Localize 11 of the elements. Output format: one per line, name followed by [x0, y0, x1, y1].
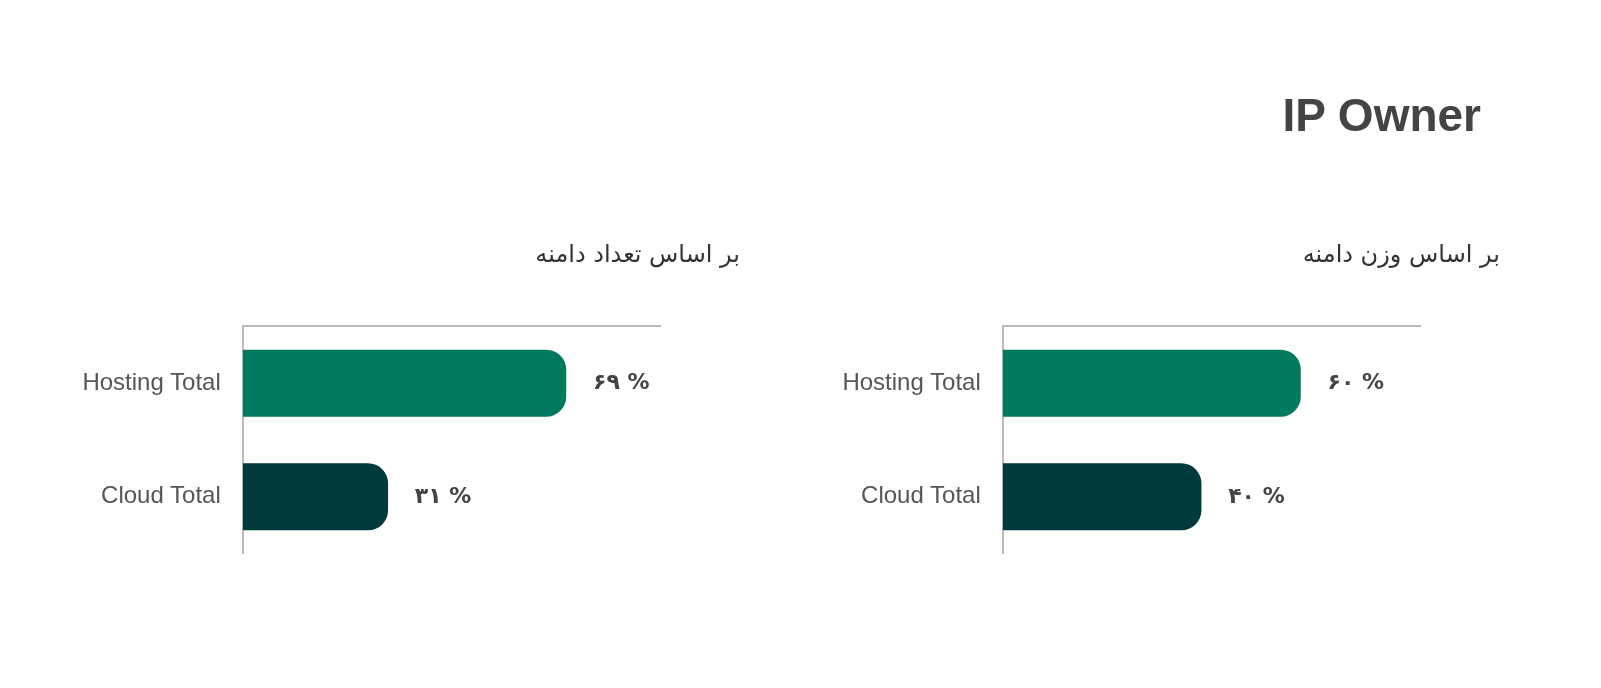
y-tick-label: Cloud Total: [861, 481, 981, 509]
chart-subtitle: بر اساس وزن دامنه: [1302, 240, 1500, 268]
y-tick-label: Hosting Total: [82, 367, 221, 395]
y-tick-label: Hosting Total: [842, 367, 981, 395]
y-tick-label: Cloud Total: [101, 481, 221, 509]
data-label: ۶۰ %: [1327, 368, 1385, 394]
chart-subtitle: بر اساس تعداد دامنه: [535, 240, 740, 268]
data-label: ۳۱ %: [414, 482, 472, 508]
chart-title: IP Owner: [1282, 88, 1481, 142]
data-label: ۴۰ %: [1228, 482, 1285, 508]
data-label: ۶۹ %: [592, 368, 650, 394]
